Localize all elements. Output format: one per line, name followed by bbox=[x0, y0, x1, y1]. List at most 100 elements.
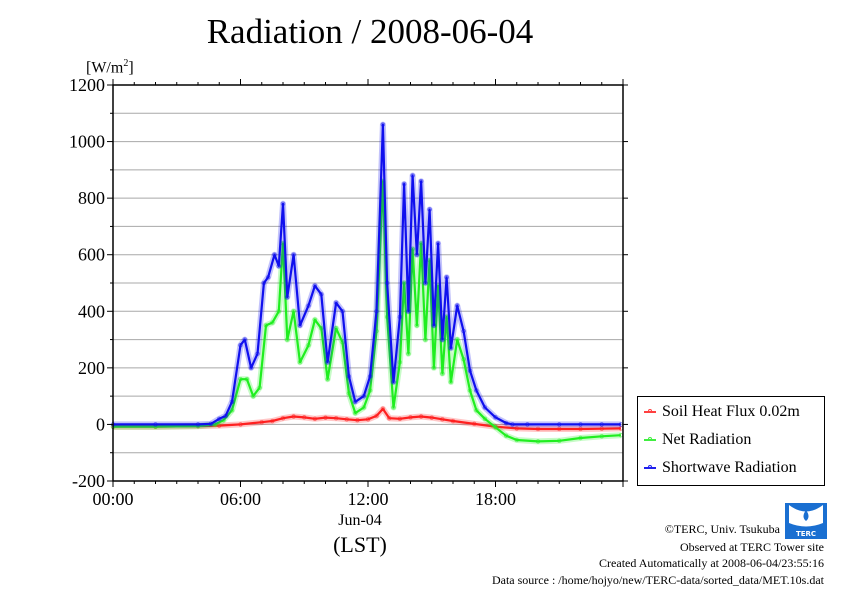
data-point-soil-heat-flux-0-02m bbox=[323, 415, 328, 420]
legend-label-soil-heat-flux: Soil Heat Flux 0.02m bbox=[662, 403, 800, 420]
legend-swatch-shortwave-radiation bbox=[644, 465, 656, 469]
data-point-net-radiation bbox=[221, 417, 226, 423]
data-point-shortwave-radiation bbox=[340, 309, 345, 314]
data-point-soil-heat-flux-0-02m bbox=[312, 416, 318, 421]
footer-copyright: ©TERC, Univ. Tsukuba bbox=[664, 522, 780, 536]
data-point-net-radiation bbox=[406, 351, 411, 356]
data-point-shortwave-radiation bbox=[410, 173, 415, 178]
y-unit-base: [W/m bbox=[86, 59, 124, 77]
data-point-soil-heat-flux-0-02m bbox=[514, 426, 519, 431]
data-point-shortwave-radiation bbox=[285, 294, 290, 300]
data-point-shortwave-radiation bbox=[435, 241, 441, 246]
data-point-shortwave-radiation bbox=[255, 351, 260, 356]
data-point-soil-heat-flux-0-02m bbox=[557, 426, 562, 432]
data-point-soil-heat-flux-0-02m bbox=[397, 416, 403, 421]
data-point-soil-heat-flux-0-02m bbox=[535, 426, 541, 432]
y-tick-label: 1000 bbox=[69, 132, 105, 152]
footer-observed: Observed at TERC Tower site bbox=[679, 540, 824, 554]
data-point-shortwave-radiation bbox=[346, 374, 352, 379]
legend: Soil Heat Flux 0.02m Net Radiation Short… bbox=[637, 396, 825, 486]
data-point-shortwave-radiation bbox=[493, 415, 498, 420]
data-point-soil-heat-flux-0-02m bbox=[333, 416, 339, 421]
data-point-soil-heat-flux-0-02m bbox=[387, 416, 392, 421]
data-point-shortwave-radiation bbox=[448, 345, 454, 351]
data-point-shortwave-radiation bbox=[272, 252, 277, 257]
series-line-shortwave-radiation bbox=[113, 123, 621, 426]
data-point-shortwave-radiation bbox=[401, 181, 407, 187]
logo-text: TERC bbox=[796, 530, 816, 538]
data-point-shortwave-radiation bbox=[510, 422, 515, 427]
x-tick-label: 18:00 bbox=[475, 489, 516, 509]
data-point-shortwave-radiation bbox=[208, 421, 213, 427]
data-point-net-radiation bbox=[578, 435, 583, 441]
terc-logo-icon: TERC bbox=[785, 503, 827, 539]
x-tick-label: 06:00 bbox=[220, 489, 261, 509]
x-axis-title: (LST) bbox=[333, 532, 387, 557]
grid-lines bbox=[113, 112, 623, 454]
data-point-shortwave-radiation bbox=[333, 300, 339, 305]
data-point-net-radiation bbox=[423, 337, 428, 342]
data-point-shortwave-radiation bbox=[217, 416, 222, 421]
legend-item-net-radiation: Net Radiation bbox=[644, 429, 751, 451]
data-point-shortwave-radiation bbox=[276, 263, 281, 269]
data-point-net-radiation bbox=[276, 309, 281, 314]
data-point-shortwave-radiation bbox=[280, 201, 286, 206]
y-tick-label: -200 bbox=[72, 471, 105, 491]
data-point-shortwave-radiation bbox=[195, 422, 201, 427]
data-point-soil-heat-flux-0-02m bbox=[302, 415, 307, 420]
data-point-net-radiation bbox=[353, 410, 358, 416]
data-point-net-radiation bbox=[440, 371, 445, 376]
data-point-shortwave-radiation bbox=[427, 207, 432, 212]
data-point-shortwave-radiation bbox=[391, 379, 396, 385]
data-point-net-radiation bbox=[340, 340, 345, 345]
data-point-shortwave-radiation bbox=[223, 413, 228, 419]
data-point-net-radiation bbox=[346, 391, 352, 396]
data-point-shortwave-radiation bbox=[367, 374, 373, 379]
terc-logo: TERC bbox=[785, 503, 827, 539]
y-unit-close: ] bbox=[128, 59, 134, 77]
y-unit-sup: 2 bbox=[123, 58, 129, 69]
data-point-net-radiation bbox=[557, 438, 562, 444]
y-tick-label: 1200 bbox=[69, 75, 105, 95]
data-point-net-radiation bbox=[306, 343, 311, 348]
data-point-shortwave-radiation bbox=[306, 303, 311, 308]
data-point-net-radiation bbox=[414, 323, 420, 328]
data-point-soil-heat-flux-0-02m bbox=[472, 421, 477, 427]
data-point-net-radiation bbox=[244, 376, 250, 382]
data-point-shortwave-radiation bbox=[414, 252, 420, 257]
data-point-shortwave-radiation bbox=[238, 343, 243, 348]
data-point-net-radiation bbox=[599, 434, 604, 439]
y-tick-label: 200 bbox=[78, 358, 105, 378]
data-point-shortwave-radiation bbox=[431, 323, 437, 328]
data-point-soil-heat-flux-0-02m bbox=[291, 414, 296, 419]
data-point-net-radiation bbox=[448, 379, 454, 385]
data-point-shortwave-radiation bbox=[578, 422, 583, 427]
data-point-soil-heat-flux-0-02m bbox=[380, 406, 386, 412]
y-tick-label: 800 bbox=[78, 188, 105, 208]
data-point-soil-heat-flux-0-02m bbox=[418, 414, 424, 419]
legend-swatch-soil-heat-flux bbox=[644, 409, 656, 413]
data-point-net-radiation bbox=[455, 337, 460, 342]
data-point-shortwave-radiation bbox=[265, 275, 271, 280]
data-point-net-radiation bbox=[325, 376, 330, 382]
data-point-shortwave-radiation bbox=[423, 280, 428, 286]
data-point-net-radiation bbox=[238, 376, 243, 382]
data-point-net-radiation bbox=[397, 360, 403, 365]
data-point-soil-heat-flux-0-02m bbox=[217, 423, 222, 428]
data-point-net-radiation bbox=[297, 360, 303, 365]
data-point-net-radiation bbox=[257, 385, 262, 390]
data-point-soil-heat-flux-0-02m bbox=[344, 417, 349, 422]
data-point-shortwave-radiation bbox=[361, 393, 366, 399]
series-layer bbox=[110, 121, 624, 445]
data-point-soil-heat-flux-0-02m bbox=[280, 416, 286, 421]
data-point-net-radiation bbox=[333, 326, 339, 331]
data-point-net-radiation bbox=[229, 408, 235, 413]
x-tick-label: 12:00 bbox=[347, 489, 388, 509]
data-point-shortwave-radiation bbox=[353, 399, 358, 404]
data-point-soil-heat-flux-0-02m bbox=[599, 426, 604, 431]
data-point-net-radiation bbox=[474, 408, 479, 413]
data-point-soil-heat-flux-0-02m bbox=[578, 426, 583, 432]
data-point-shortwave-radiation bbox=[397, 314, 403, 320]
data-point-soil-heat-flux-0-02m bbox=[408, 415, 413, 420]
